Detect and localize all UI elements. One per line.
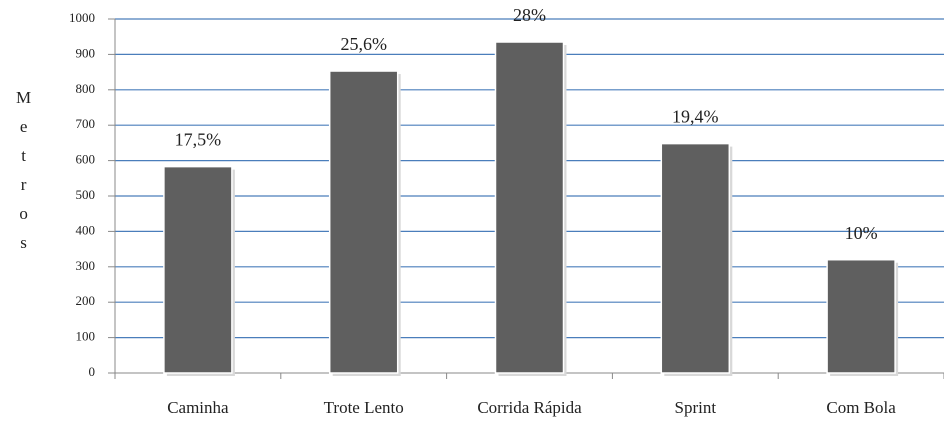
x-tick-label: Corrida Rápida	[477, 398, 582, 417]
x-tick-label: Sprint	[675, 398, 717, 417]
bar	[494, 41, 565, 374]
x-tick-label: Trote Lento	[324, 398, 404, 417]
x-tick-label: Com Bola	[826, 398, 896, 417]
y-tick-label: 200	[76, 293, 96, 308]
annotation: 28%	[513, 5, 546, 25]
annotation: 25,6%	[340, 34, 387, 54]
y-tick-label: 500	[76, 187, 96, 202]
y-tick-label: 300	[76, 258, 96, 273]
bar	[163, 165, 233, 374]
y-tick-label: 400	[76, 222, 96, 237]
y-axis-label: Metros	[14, 88, 33, 262]
annotation: 10%	[845, 223, 878, 243]
y-tick-label: 100	[76, 329, 96, 344]
bar	[660, 142, 731, 374]
y-tick-label: 1000	[69, 10, 95, 25]
bar	[328, 70, 399, 374]
y-tick-label: 600	[76, 152, 96, 167]
bar	[826, 258, 896, 374]
y-tick-label: 0	[89, 364, 96, 379]
annotation: 17,5%	[175, 130, 222, 150]
y-tick-label: 900	[76, 45, 96, 60]
annotation: 19,4%	[672, 107, 719, 127]
y-tick-label: 700	[76, 116, 96, 131]
y-tick-label: 800	[76, 81, 96, 96]
x-tick-label: Caminha	[167, 398, 229, 417]
